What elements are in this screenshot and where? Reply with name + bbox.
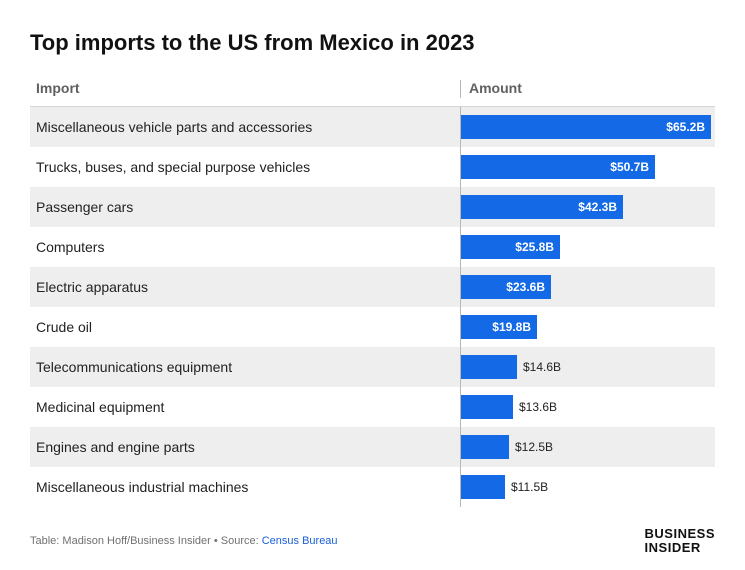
row-label: Trucks, buses, and special purpose vehic… bbox=[30, 147, 460, 187]
bar: $42.3B bbox=[461, 195, 623, 219]
bar-chart: Import Amount Miscellaneous vehicle part… bbox=[30, 74, 715, 507]
row-label: Crude oil bbox=[30, 307, 460, 347]
table-row: Crude oil$19.8B bbox=[30, 307, 715, 347]
row-label: Miscellaneous vehicle parts and accessor… bbox=[30, 107, 460, 147]
footer: Table: Madison Hoff/Business Insider • S… bbox=[30, 527, 715, 554]
bar-cell: $14.6B bbox=[460, 347, 715, 387]
bar: $23.6B bbox=[461, 275, 551, 299]
row-label: Telecommunications equipment bbox=[30, 347, 460, 387]
bar-value: $13.6B bbox=[519, 400, 557, 414]
bar-cell: $23.6B bbox=[460, 267, 715, 307]
bar bbox=[461, 395, 513, 419]
table-row: Telecommunications equipment $14.6B bbox=[30, 347, 715, 387]
bar-cell: $25.8B bbox=[460, 227, 715, 267]
bar bbox=[461, 475, 505, 499]
table-row: Computers$25.8B bbox=[30, 227, 715, 267]
logo-line1: BUSINESS bbox=[645, 527, 715, 541]
bar-cell: $13.6B bbox=[460, 387, 715, 427]
table-row: Trucks, buses, and special purpose vehic… bbox=[30, 147, 715, 187]
table-row: Passenger cars$42.3B bbox=[30, 187, 715, 227]
header-import: Import bbox=[36, 80, 80, 96]
bar: $65.2B bbox=[461, 115, 711, 139]
credit-line: Table: Madison Hoff/Business Insider • S… bbox=[30, 535, 338, 547]
bar: $50.7B bbox=[461, 155, 655, 179]
header-row: Import Amount bbox=[30, 74, 715, 107]
bar-value: $11.5B bbox=[511, 480, 548, 494]
bar: $19.8B bbox=[461, 315, 537, 339]
chart-title: Top imports to the US from Mexico in 202… bbox=[30, 30, 715, 56]
bar-cell: $50.7B bbox=[460, 147, 715, 187]
logo-line2: INSIDER bbox=[645, 541, 715, 555]
table-row: Miscellaneous vehicle parts and accessor… bbox=[30, 107, 715, 147]
header-amount: Amount bbox=[461, 80, 522, 96]
bar bbox=[461, 435, 509, 459]
row-label: Medicinal equipment bbox=[30, 387, 460, 427]
row-label: Computers bbox=[30, 227, 460, 267]
table-row: Electric apparatus$23.6B bbox=[30, 267, 715, 307]
row-label: Passenger cars bbox=[30, 187, 460, 227]
table-row: Engines and engine parts $12.5B bbox=[30, 427, 715, 467]
bar-cell: $42.3B bbox=[460, 187, 715, 227]
row-label: Miscellaneous industrial machines bbox=[30, 467, 460, 507]
bar bbox=[461, 355, 517, 379]
bar-cell: $19.8B bbox=[460, 307, 715, 347]
bar-cell: $12.5B bbox=[460, 427, 715, 467]
table-row: Medicinal equipment $13.6B bbox=[30, 387, 715, 427]
row-label: Electric apparatus bbox=[30, 267, 460, 307]
credit-prefix: Table: Madison Hoff/Business Insider • S… bbox=[30, 535, 262, 547]
bar-value: $14.6B bbox=[523, 360, 561, 374]
publisher-logo: BUSINESS INSIDER bbox=[645, 527, 715, 554]
bar-value: $12.5B bbox=[515, 440, 553, 454]
bar-cell: $65.2B bbox=[460, 107, 715, 147]
source-link[interactable]: Census Bureau bbox=[262, 535, 338, 547]
bar-cell: $11.5B bbox=[460, 467, 715, 507]
bar: $25.8B bbox=[461, 235, 560, 259]
row-label: Engines and engine parts bbox=[30, 427, 460, 467]
table-row: Miscellaneous industrial machines $11.5B bbox=[30, 467, 715, 507]
